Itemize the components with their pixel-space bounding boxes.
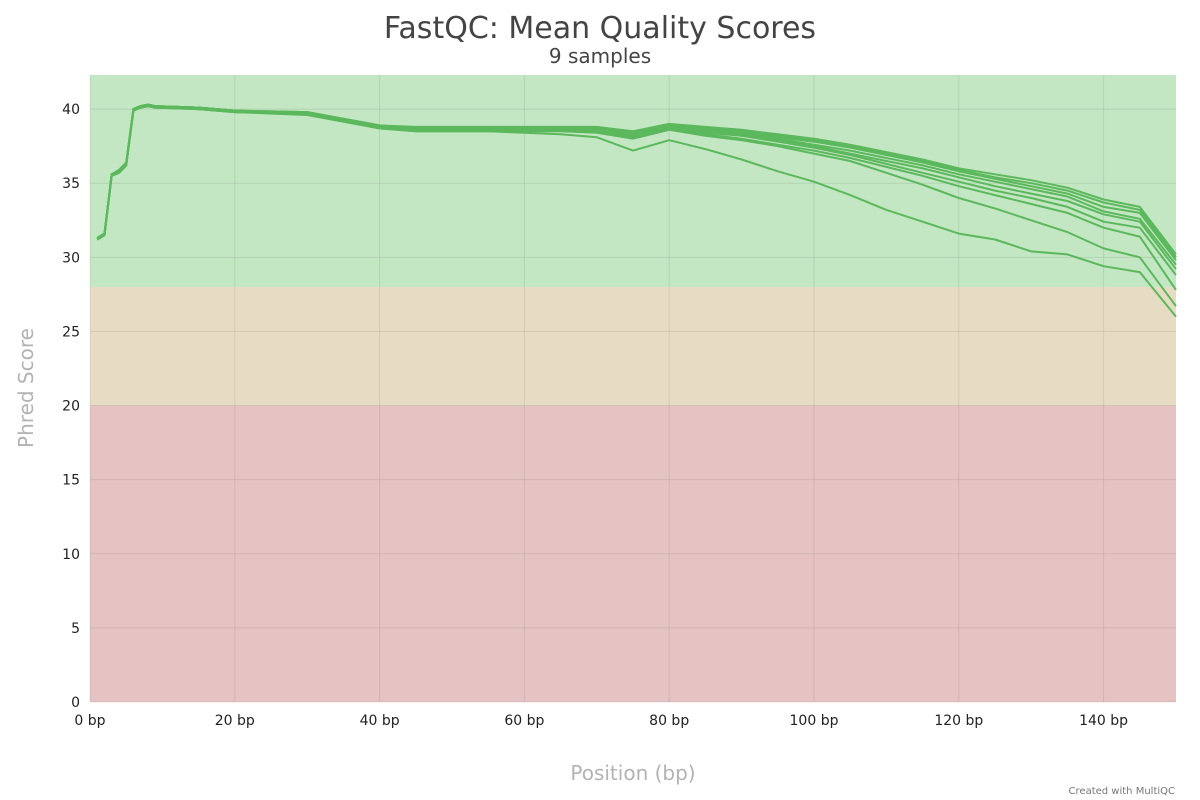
x-tick-label: 120 bp — [934, 713, 983, 729]
x-tick-label: 80 bp — [649, 713, 689, 729]
x-tick-label: 100 bp — [790, 713, 839, 729]
grid-lines — [89, 75, 1176, 703]
y-tick-label: 5 — [71, 621, 80, 637]
credit-text: Created with MultiQC — [1069, 786, 1175, 797]
chart-title: FastQC: Mean Quality Scores — [384, 11, 816, 46]
y-tick-label: 40 — [62, 102, 80, 118]
y-tick-label: 10 — [62, 547, 80, 563]
x-axis-title: Position (bp) — [570, 761, 695, 785]
y-tick-label: 30 — [62, 250, 80, 266]
x-tick-label: 0 bp — [74, 713, 105, 729]
x-tick-label: 40 bp — [360, 713, 400, 729]
y-axis-title: Phred Score — [14, 328, 38, 448]
series-line-9[interactable] — [96, 105, 1177, 318]
chart-subtitle: 9 samples — [549, 44, 651, 68]
x-tick-label: 60 bp — [504, 713, 544, 729]
x-axis-ticks: 0 bp 20 bp 40 bp 60 bp 80 bp 100 bp 120 bp 140 … — [74, 713, 1128, 729]
y-tick-label: 15 — [62, 473, 80, 489]
band-1 — [90, 286, 1176, 406]
series-lines — [96, 103, 1177, 318]
band-2 — [90, 405, 1176, 702]
x-tick-label: 140 bp — [1079, 713, 1128, 729]
y-axis-ticks: 0 5 10 15 20 25 30 35 40 — [62, 102, 80, 711]
y-tick-label: 20 — [62, 399, 80, 415]
quality-bands — [90, 75, 1176, 702]
y-tick-label: 0 — [71, 695, 80, 711]
y-tick-label: 25 — [62, 324, 80, 340]
x-tick-label: 20 bp — [215, 713, 255, 729]
series-line-8[interactable] — [96, 103, 1177, 276]
y-tick-label: 35 — [62, 176, 80, 192]
